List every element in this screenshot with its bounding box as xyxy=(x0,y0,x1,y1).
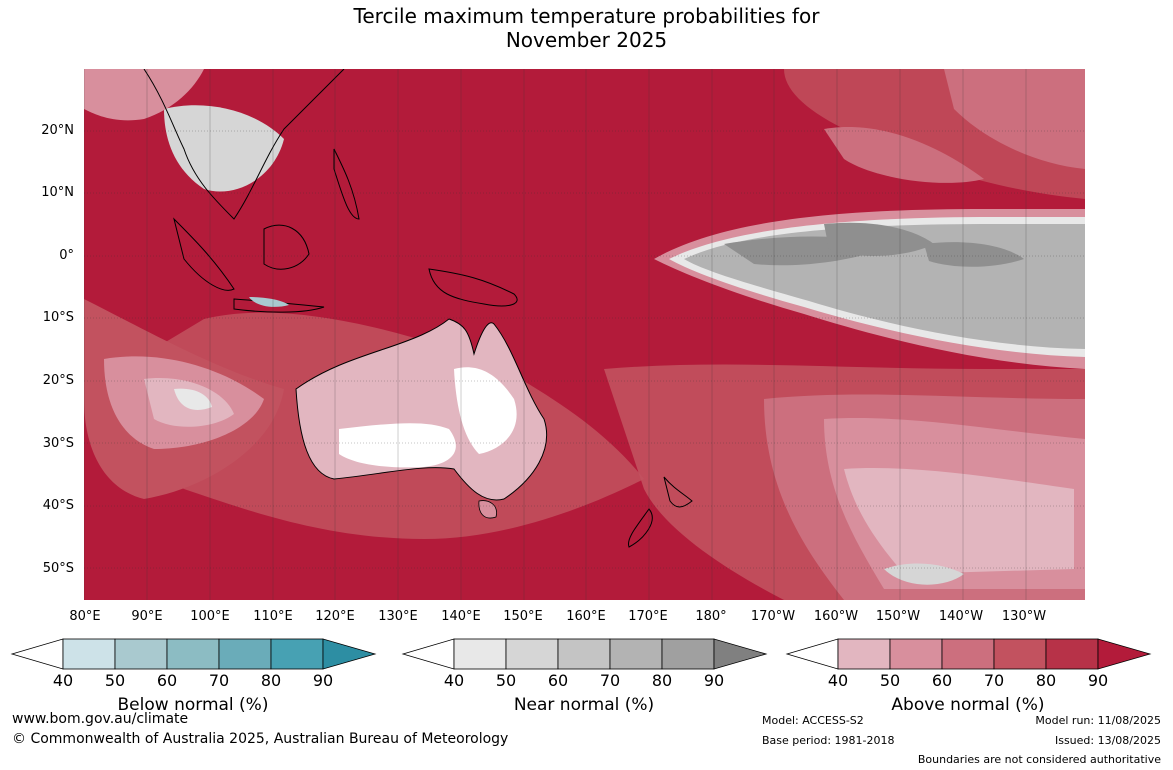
near-tick-90: 90 xyxy=(703,671,725,690)
lon-label-130e: 130°E xyxy=(378,609,418,624)
lon-label-170w: 170°W xyxy=(750,609,796,624)
lon-label-120e: 120°E xyxy=(315,609,355,624)
lon-label-150w: 150°W xyxy=(875,609,921,624)
website-link[interactable]: www.bom.gov.au/climate xyxy=(12,711,189,727)
lat-label-10s: 10°S xyxy=(42,310,74,325)
colorbar-near-bin-60-70 xyxy=(557,638,611,670)
colorbar-above-bin-80-90 xyxy=(1045,638,1099,670)
base-period-text: Base period: 1981-2018 xyxy=(762,734,895,747)
lat-label-30s: 30°S xyxy=(42,436,74,451)
below-tick-90: 90 xyxy=(312,671,334,690)
below-tick-80: 80 xyxy=(260,671,282,690)
colorbar-above-bin-70-80 xyxy=(993,638,1047,670)
below-normal-caption: Below normal (%) xyxy=(117,695,269,715)
below-tick-70: 70 xyxy=(208,671,230,690)
colorbar-above xyxy=(785,638,1152,670)
map-title: Tercile maximum temperature probabilitie… xyxy=(0,4,1173,52)
colorbar-below-bin-50-60 xyxy=(114,638,168,670)
below-tick-50: 50 xyxy=(104,671,126,690)
near-tick-80: 80 xyxy=(651,671,673,690)
below-tick-60: 60 xyxy=(156,671,178,690)
lon-label-180: 180° xyxy=(695,609,727,624)
above-tick-60: 60 xyxy=(931,671,953,690)
colorbar-below-bin-40-50 xyxy=(62,638,116,670)
colorbar-near xyxy=(401,638,768,670)
above-tick-40: 40 xyxy=(827,671,849,690)
lon-label-130w: 130°W xyxy=(1001,609,1047,624)
lat-label-20n: 20°N xyxy=(41,123,74,138)
colorbar-near-bin-50-60 xyxy=(505,638,559,670)
above-normal-caption: Above normal (%) xyxy=(891,695,1045,715)
lon-label-160e: 160°E xyxy=(566,609,606,624)
colorbar-below xyxy=(10,638,377,670)
colorbar-above-high-arrow xyxy=(1097,638,1152,670)
colorbar-near-bin-40-50 xyxy=(453,638,507,670)
below-tick-40: 40 xyxy=(52,671,74,690)
lon-label-100e: 100°E xyxy=(190,609,230,624)
near-tick-70: 70 xyxy=(599,671,621,690)
colorbar-near-high-arrow xyxy=(713,638,768,670)
copyright-text: © Commonwealth of Australia 2025, Austra… xyxy=(12,731,509,747)
title-line-1: Tercile maximum temperature probabilitie… xyxy=(353,4,820,28)
lon-label-160w: 160°W xyxy=(813,609,859,624)
near-normal-caption: Near normal (%) xyxy=(513,695,655,715)
lon-label-110e: 110°E xyxy=(253,609,293,624)
colorbar-below-bin-60-70 xyxy=(166,638,220,670)
disclaimer-text: Boundaries are not considered authoritat… xyxy=(917,753,1161,766)
above-tick-70: 70 xyxy=(983,671,1005,690)
above-tick-90: 90 xyxy=(1087,671,1109,690)
model-text: Model: ACCESS-S2 xyxy=(762,714,864,727)
colorbar-near-bin-80-90 xyxy=(661,638,715,670)
colorbar-above-bin-40-50 xyxy=(837,638,891,670)
lon-label-150e: 150°E xyxy=(503,609,543,624)
lat-label-0: 0° xyxy=(59,248,74,263)
above-tick-50: 50 xyxy=(879,671,901,690)
colorbar-below-high-arrow xyxy=(322,638,377,670)
colorbar-near-bin-70-80 xyxy=(609,638,663,670)
issued-text: Issued: 13/08/2025 xyxy=(1054,734,1161,747)
lon-label-140e: 140°E xyxy=(441,609,481,624)
title-line-2: November 2025 xyxy=(505,28,668,52)
lon-label-140w: 140°W xyxy=(938,609,984,624)
model-run-text: Model run: 11/08/2025 xyxy=(1035,714,1161,727)
colorbar-near-low-arrow xyxy=(401,638,455,670)
colorbar-above-low-arrow xyxy=(785,638,839,670)
lon-label-80e: 80°E xyxy=(69,609,101,624)
probability-map xyxy=(84,69,1085,600)
lat-label-50s: 50°S xyxy=(42,561,74,576)
near-tick-50: 50 xyxy=(495,671,517,690)
lat-label-20s: 20°S xyxy=(42,373,74,388)
colorbar-above-bin-60-70 xyxy=(941,638,995,670)
colorbar-below-low-arrow xyxy=(10,638,64,670)
near-tick-60: 60 xyxy=(547,671,569,690)
lon-label-90e: 90°E xyxy=(131,609,163,624)
colorbar-below-bin-80-90 xyxy=(270,638,324,670)
lat-label-10n: 10°N xyxy=(41,185,74,200)
near-tick-40: 40 xyxy=(443,671,465,690)
lon-label-170e: 170°E xyxy=(628,609,668,624)
lat-label-40s: 40°S xyxy=(42,498,74,513)
colorbar-above-bin-50-60 xyxy=(889,638,943,670)
map-canvas xyxy=(84,69,1085,600)
above-tick-80: 80 xyxy=(1035,671,1057,690)
colorbar-below-bin-70-80 xyxy=(218,638,272,670)
